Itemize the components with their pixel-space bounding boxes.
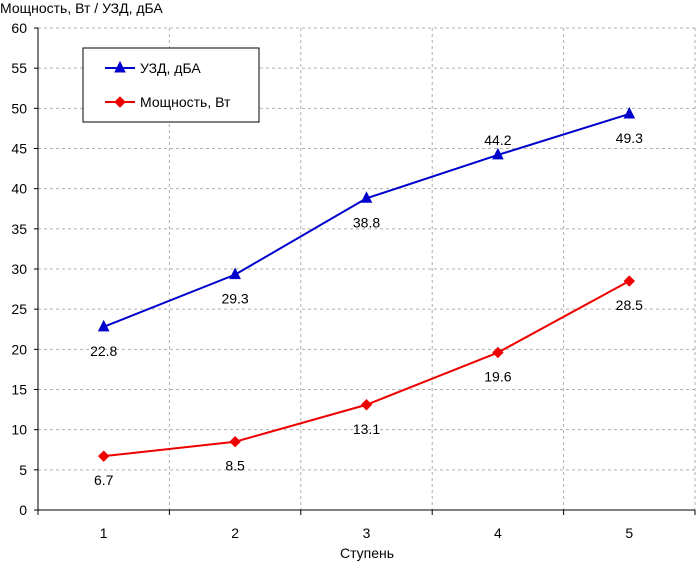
legend-box — [82, 47, 260, 123]
triangle-marker — [492, 147, 504, 160]
x-tick-label: 5 — [625, 525, 633, 541]
data-label: 22.8 — [90, 343, 117, 359]
diamond-marker — [229, 436, 241, 448]
data-label: 44.2 — [484, 132, 511, 148]
legend-label: УЗД, дБА — [140, 60, 201, 76]
data-label: 13.1 — [353, 421, 380, 437]
series-uzd: 22.8 29.3 38.8 44.2 49.3 — [90, 106, 643, 359]
triangle-marker — [114, 60, 126, 73]
data-label: 6.7 — [94, 472, 114, 488]
x-tick-label: 2 — [231, 525, 239, 541]
y-tick-label: 0 — [19, 502, 27, 518]
triangle-marker — [360, 191, 373, 203]
x-tick-label: 3 — [363, 525, 371, 541]
diamond-marker — [360, 399, 373, 411]
x-axis-ticks: 1 2 3 4 5 — [37, 510, 696, 541]
series-power: 6.7 8.5 13.1 19.6 28.5 — [94, 275, 643, 488]
triangle-marker — [97, 319, 110, 332]
diamond-marker — [623, 275, 636, 287]
series-group: 22.8 29.3 38.8 44.2 49.3 6.7 8.5 13.1 19.6 28.5 — [90, 106, 643, 488]
x-tick-label: 4 — [494, 525, 502, 541]
x-axis-title: Ступень — [340, 545, 394, 561]
y-tick-label: 5 — [19, 462, 27, 478]
data-label: 49.3 — [616, 130, 643, 146]
y-tick-label: 20 — [11, 341, 27, 357]
x-tick-label: 1 — [100, 525, 108, 541]
y-tick-label: 45 — [11, 141, 27, 157]
diamond-marker — [97, 450, 110, 462]
y-tick-label: 35 — [11, 221, 27, 237]
y-axis-title: Мощность, Вт / УЗД, дБА — [0, 0, 163, 16]
y-tick-label: 60 — [11, 20, 27, 36]
data-label: 29.3 — [221, 291, 248, 307]
legend-item: УЗД, дБА — [105, 60, 201, 76]
triangle-marker — [623, 106, 636, 119]
diamond-marker — [114, 96, 126, 108]
data-label: 8.5 — [225, 458, 245, 474]
y-axis-ticks: 0 5 10 15 20 25 30 35 40 45 50 55 60 — [11, 20, 38, 518]
legend-item: Мощность, Вт — [105, 94, 231, 110]
y-tick-label: 40 — [11, 181, 27, 197]
diamond-marker — [492, 346, 504, 359]
y-tick-label: 55 — [11, 60, 27, 76]
triangle-marker — [229, 267, 241, 280]
y-tick-label: 50 — [11, 100, 27, 116]
y-tick-label: 25 — [11, 301, 27, 317]
y-tick-label: 15 — [11, 382, 27, 398]
legend-label: Мощность, Вт — [140, 94, 231, 110]
data-label: 38.8 — [353, 214, 380, 230]
data-label: 19.6 — [484, 369, 511, 385]
data-label: 28.5 — [616, 297, 643, 313]
legend: УЗД, дБА Мощность, Вт — [82, 47, 260, 123]
y-tick-label: 30 — [11, 261, 27, 277]
y-tick-label: 10 — [11, 422, 27, 438]
